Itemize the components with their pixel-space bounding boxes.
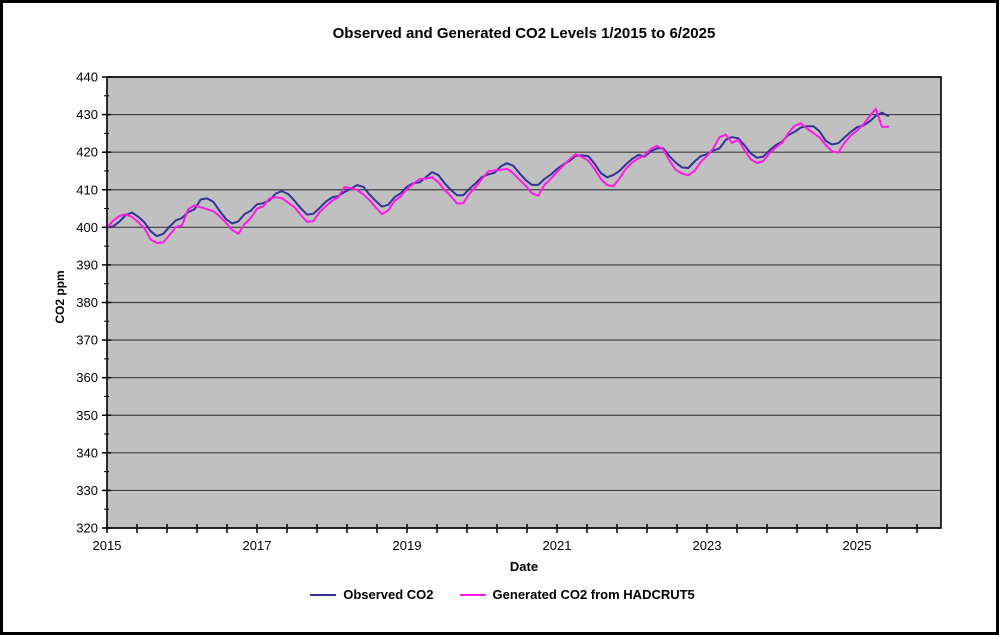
legend-label-generated: Generated CO2 from HADCRUT5 xyxy=(492,587,695,602)
y-tick-label: 440 xyxy=(76,70,98,85)
y-tick-label: 400 xyxy=(76,220,98,235)
y-tick-label: 340 xyxy=(76,445,98,460)
generated-line-swatch-icon xyxy=(459,593,486,596)
y-tick-label: 330 xyxy=(76,483,98,498)
x-tick-label: 2023 xyxy=(693,538,722,553)
legend: Observed CO2 Generated CO2 from HADCRUT5 xyxy=(3,587,996,602)
x-tick-label: 2025 xyxy=(843,538,872,553)
x-axis-title: Date xyxy=(509,559,539,574)
generated-series-line xyxy=(106,107,890,244)
y-tick-label: 430 xyxy=(76,107,98,122)
x-tick-label: 2021 xyxy=(543,538,572,553)
plot-border xyxy=(106,76,942,529)
y-tick-label: 320 xyxy=(76,521,98,536)
y-axis-title: CO2 ppm xyxy=(53,270,67,324)
y-tick-label: 360 xyxy=(76,370,98,385)
legend-item-observed: Observed CO2 xyxy=(310,587,434,602)
y-tick-label: 350 xyxy=(76,408,98,423)
chart-title: Observed and Generated CO2 Levels 1/2015… xyxy=(332,25,716,42)
legend-label-observed: Observed CO2 xyxy=(343,587,434,602)
y-tick-label: 390 xyxy=(76,257,98,272)
legend-item-generated: Generated CO2 from HADCRUT5 xyxy=(459,587,695,602)
plot-area-svg: 440 430 420 410 400 390 380 370 360 350 340 330 320 2… xyxy=(76,70,942,553)
y-tick-label: 370 xyxy=(76,333,98,348)
observed-line-swatch-icon xyxy=(310,593,337,596)
y-tick-label: 420 xyxy=(76,145,98,160)
x-tick-label: 2017 xyxy=(243,538,272,553)
x-tick-label: 2015 xyxy=(93,538,122,553)
y-tick-label: 410 xyxy=(76,182,98,197)
x-tick-label: 2019 xyxy=(393,538,422,553)
y-tick-label: 380 xyxy=(76,295,98,310)
